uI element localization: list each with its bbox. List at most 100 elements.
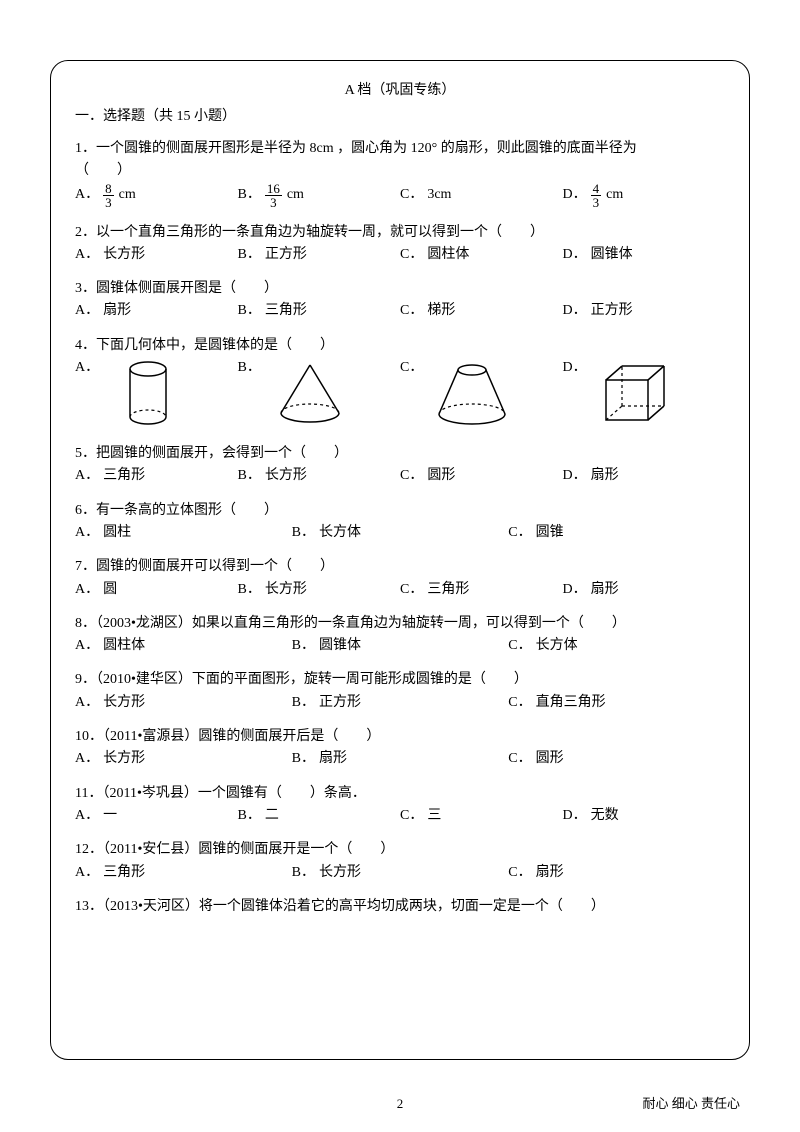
option-a: A．长方形	[75, 749, 292, 769]
question-blank: （ ）	[75, 161, 725, 181]
question-stem: 4．下面几何体中，是圆锥体的是（ ）	[75, 336, 725, 356]
option-text: 3cm	[427, 185, 451, 205]
option-text: 长方体	[536, 636, 578, 656]
question-6: 6．有一条高的立体图形（ ） A．圆柱 B．长方体 C．圆锥	[75, 501, 725, 544]
question-stem: 10．（2011•富源县）圆锥的侧面展开后是（ ）	[75, 727, 725, 747]
option-text: 长方体	[319, 523, 361, 543]
option-label: D．	[563, 185, 587, 205]
option-text: 圆柱	[103, 523, 131, 543]
option-text: 圆柱体	[103, 636, 145, 656]
option-label: C．	[508, 749, 531, 769]
option-label: C．	[400, 185, 423, 205]
question-3: 3．圆锥体侧面展开图是（ ） A．扇形 B．三角形 C．梯形 D．正方形	[75, 279, 725, 322]
cube-icon	[591, 358, 681, 430]
option-label: C．	[400, 358, 423, 378]
question-stem: 3．圆锥体侧面展开图是（ ）	[75, 279, 725, 299]
option-text: 正方形	[265, 245, 307, 265]
option-label: A．	[75, 466, 99, 486]
option-label: C．	[508, 523, 531, 543]
option-d: D．扇形	[563, 466, 726, 486]
options: A．长方形 B．扇形 C．圆形	[75, 749, 725, 769]
option-text: 三角形	[265, 301, 307, 321]
option-text: 长方形	[103, 749, 145, 769]
options: A．三角形 B．长方形 C．扇形	[75, 863, 725, 883]
option-b: B．长方形	[238, 580, 401, 600]
value-radius: 8cm	[310, 141, 334, 156]
option-text: 圆锥体	[591, 245, 633, 265]
option-c: C．	[400, 358, 563, 430]
option-label: C．	[400, 245, 423, 265]
cylinder-icon	[103, 358, 193, 430]
question-stem: 6．有一条高的立体图形（ ）	[75, 501, 725, 521]
option-a: A．长方形	[75, 245, 238, 265]
option-text: 三角形	[103, 863, 145, 883]
option-label: C．	[400, 580, 423, 600]
option-label: D．	[563, 301, 587, 321]
option-label: A．	[75, 749, 99, 769]
option-label: B．	[238, 806, 261, 826]
option-label: A．	[75, 245, 99, 265]
option-label: A．	[75, 301, 99, 321]
option-a: A．一	[75, 806, 238, 826]
option-d: D．扇形	[563, 580, 726, 600]
option-c: C．梯形	[400, 301, 563, 321]
option-a: A．圆	[75, 580, 238, 600]
option-label: D．	[563, 466, 587, 486]
option-label: C．	[400, 466, 423, 486]
option-label: B．	[292, 523, 315, 543]
numerator: 16	[265, 182, 282, 196]
option-text: 三	[427, 806, 441, 826]
options: A． 8 3 cm B． 16 3 cm C． 3cm	[75, 182, 725, 209]
option-text: 二	[265, 806, 279, 826]
option-label: B．	[238, 580, 261, 600]
option-b: B．三角形	[238, 301, 401, 321]
option-b: B．	[238, 358, 401, 430]
options: A．三角形 B．长方形 C．圆形 D．扇形	[75, 466, 725, 486]
option-label: C．	[400, 301, 423, 321]
option-label: C．	[508, 863, 531, 883]
option-b: B．长方形	[238, 466, 401, 486]
option-a: A． 8 3 cm	[75, 182, 238, 209]
question-stem: 11．（2011•岑巩县）一个圆锥有（ ）条高．	[75, 784, 725, 804]
option-label: C．	[400, 806, 423, 826]
question-stem: 8．（2003•龙湖区）如果以直角三角形的一条直角边为轴旋转一周，可以得到一个（…	[75, 614, 725, 634]
option-b: B．二	[238, 806, 401, 826]
option-label: A．	[75, 358, 99, 378]
option-b: B．长方体	[292, 523, 509, 543]
option-text: 扇形	[103, 301, 131, 321]
text: 的扇形，则此圆锥的底面半径为	[441, 141, 637, 156]
worksheet-title: A 档（巩固专练）	[75, 79, 725, 99]
question-4: 4．下面几何体中，是圆锥体的是（ ） A．	[75, 336, 725, 430]
unit: cm	[119, 185, 136, 205]
option-text: 梯形	[427, 301, 455, 321]
denominator: 3	[591, 196, 602, 209]
question-12: 12．（2011•安仁县）圆锥的侧面展开是一个（ ） A．三角形 B．长方形 C…	[75, 840, 725, 883]
option-b: B．扇形	[292, 749, 509, 769]
option-text: 三角形	[103, 466, 145, 486]
question-stem: 2．以一个直角三角形的一条直角边为轴旋转一周，就可以得到一个（ ）	[75, 223, 725, 243]
option-a: A．	[75, 358, 238, 430]
options: A． B．	[75, 358, 725, 430]
option-b: B． 16 3 cm	[238, 182, 401, 209]
question-1: 1．一个圆锥的侧面展开图形是半径为 8cm ，圆心角为 120° 的扇形，则此圆…	[75, 139, 725, 209]
question-stem: 1．一个圆锥的侧面展开图形是半径为 8cm ，圆心角为 120° 的扇形，则此圆…	[75, 139, 725, 159]
unit: cm	[287, 185, 304, 205]
option-c: C．扇形	[508, 863, 725, 883]
option-text: 一	[103, 806, 117, 826]
option-b: B．长方形	[292, 863, 509, 883]
question-stem: 9．（2010•建华区）下面的平面图形，旋转一周可能形成圆锥的是（ ）	[75, 670, 725, 690]
option-c: C．圆锥	[508, 523, 725, 543]
option-label: D．	[563, 580, 587, 600]
option-label: B．	[292, 693, 315, 713]
option-label: B．	[292, 863, 315, 883]
option-d: D．圆锥体	[563, 245, 726, 265]
option-text: 扇形	[591, 580, 619, 600]
option-label: A．	[75, 523, 99, 543]
option-text: 无数	[591, 806, 619, 826]
option-text: 圆柱体	[427, 245, 469, 265]
question-7: 7．圆锥的侧面展开可以得到一个（ ） A．圆 B．长方形 C．三角形 D．扇形	[75, 557, 725, 600]
question-13: 13．（2013•天河区）将一个圆锥体沿着它的高平均切成两块，切面一定是一个（ …	[75, 897, 725, 917]
page: A 档（巩固专练） 一．选择题（共 15 小题） 1．一个圆锥的侧面展开图形是半…	[0, 0, 800, 1132]
option-text: 圆锥	[536, 523, 564, 543]
option-label: D．	[563, 245, 587, 265]
